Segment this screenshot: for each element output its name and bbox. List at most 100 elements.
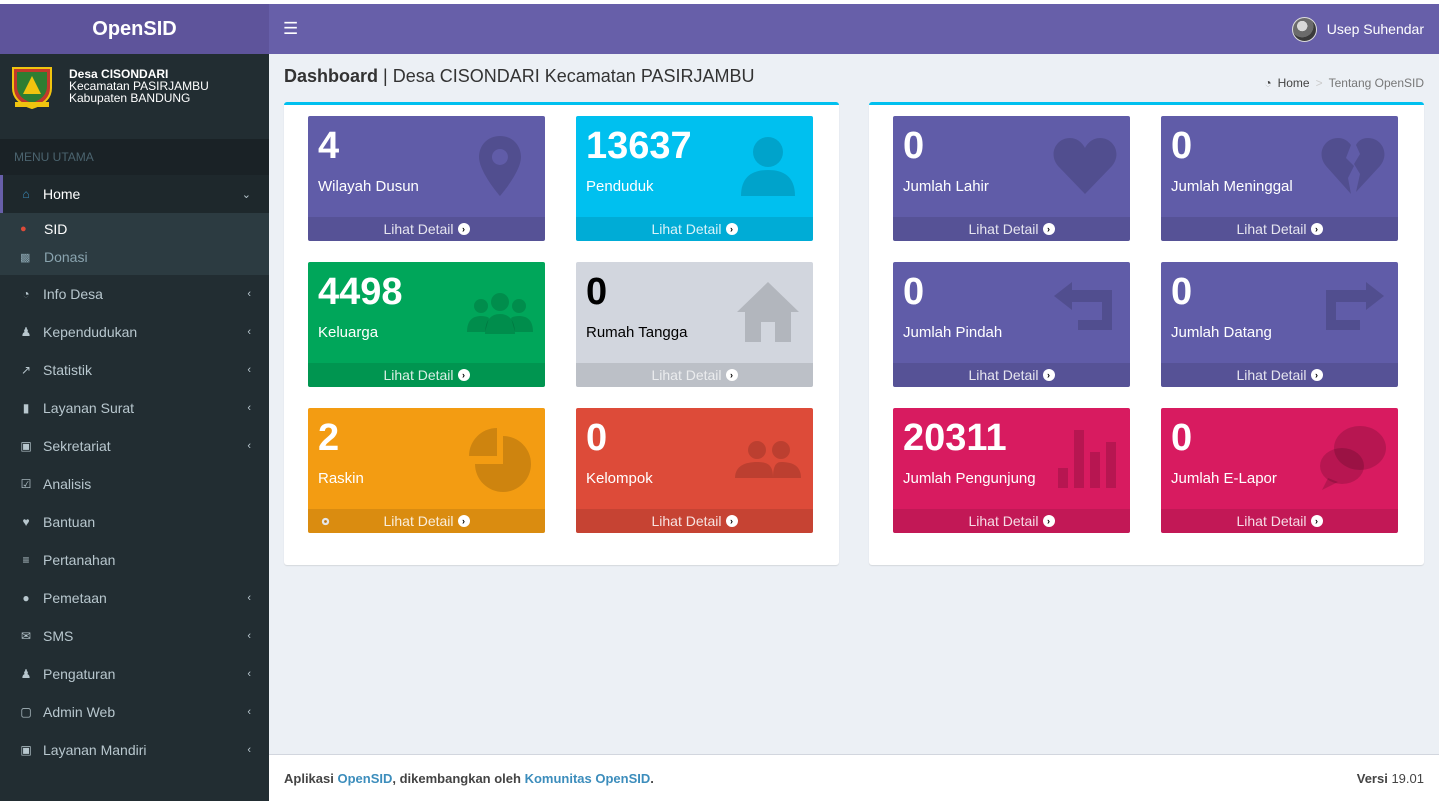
- tile-detail-link[interactable]: Lihat Detail ›: [893, 217, 1130, 241]
- sidebar-item-bantuan[interactable]: ♥ Bantuan: [0, 503, 269, 541]
- arrow-circle-right-icon: ›: [457, 369, 470, 381]
- sidebar-item-label: Pemetaan: [43, 590, 107, 606]
- sidebar-item-pertanahan[interactable]: ≡ Pertanahan: [0, 541, 269, 579]
- archive-icon: ▣: [20, 439, 32, 453]
- bar-chart-icon: [1058, 430, 1116, 488]
- sidebar-item-home[interactable]: ⌂ Home ⌄: [0, 175, 269, 213]
- sidebar-item-admin-web[interactable]: ▢ Admin Web ‹: [0, 693, 269, 731]
- group-icon: [735, 441, 801, 478]
- arrow-circle-right-icon: ›: [1310, 223, 1323, 235]
- sidebar-item-label: Layanan Surat: [43, 400, 135, 416]
- sidebar-item-label: Admin Web: [43, 704, 116, 720]
- map-signs-icon: ≡: [22, 553, 30, 567]
- tile-detail-link[interactable]: Lihat Detail ›: [308, 509, 545, 533]
- tile-footer-label: Lihat Detail: [1236, 221, 1307, 237]
- tile-footer-label: Lihat Detail: [383, 221, 454, 237]
- tile-label: Keluarga: [318, 324, 379, 341]
- tile-kelompok: 0 Kelompok Lihat Detail ›: [576, 408, 813, 533]
- sidebar-item-label: Home: [43, 186, 81, 202]
- breadcrumb-separator: >: [1315, 76, 1323, 90]
- chevron-left-icon: ‹: [247, 706, 251, 718]
- tile-detail-link[interactable]: Lihat Detail ›: [1161, 217, 1398, 241]
- hamburger-menu-icon[interactable]: ☰: [283, 19, 299, 38]
- chevron-down-icon: ⌄: [241, 188, 251, 201]
- dashboard-icon: ◔: [22, 287, 30, 301]
- tile-label: Rumah Tangga: [586, 324, 688, 341]
- sidebar-subitem-donasi[interactable]: ▩ Donasi: [0, 243, 269, 271]
- footer-credits: Aplikasi OpenSID, dikembangkan oleh Komu…: [284, 771, 654, 786]
- tile-value: 2: [318, 417, 340, 459]
- tile-jumlah-pindah: 0 Jumlah Pindah Lihat Detail ›: [893, 262, 1130, 387]
- arrow-circle-right-icon: ›: [1042, 369, 1055, 381]
- sidebar-item-sms[interactable]: ✉ SMS ‹: [0, 617, 269, 655]
- chevron-left-icon: ‹: [247, 402, 251, 414]
- sidebar-item-pengaturan[interactable]: ♟ Pengaturan ‹: [0, 655, 269, 693]
- tile-value: 0: [1171, 271, 1193, 313]
- tile-detail-link[interactable]: Lihat Detail ›: [576, 509, 813, 533]
- chevron-left-icon: ‹: [247, 364, 251, 376]
- tile-detail-link[interactable]: Lihat Detail ›: [308, 363, 545, 387]
- stats-box-left: 4 Wilayah Dusun Lihat Detail › 13637 Pend…: [284, 102, 839, 565]
- village-district: Kecamatan PASIRJAMBU: [69, 79, 209, 93]
- tile-footer-label: Lihat Detail: [383, 513, 454, 529]
- village-panel: Desa CISONDARI Kecamatan PASIRJAMBU Kabu…: [0, 54, 269, 139]
- user-icon: [741, 137, 795, 196]
- tile-footer-label: Lihat Detail: [1236, 513, 1307, 529]
- community-link[interactable]: Komunitas OpenSID: [524, 770, 651, 786]
- version-info: Versi 19.01: [1357, 771, 1424, 786]
- tile-detail-link[interactable]: Lihat Detail ›: [1161, 363, 1398, 387]
- chevron-left-icon: ‹: [247, 440, 251, 452]
- tile-value: 4498: [318, 271, 403, 313]
- sidebar-item-statistik[interactable]: ↗ Statistik ‹: [0, 351, 269, 389]
- user-menu[interactable]: Usep Suhendar: [1291, 16, 1424, 42]
- opensid-link[interactable]: OpenSID: [337, 770, 393, 786]
- tile-detail-link[interactable]: Lihat Detail ›: [576, 363, 813, 387]
- tile-detail-link[interactable]: Lihat Detail ›: [576, 217, 813, 241]
- tile-footer-label: Lihat Detail: [968, 367, 1039, 383]
- sidebar-item-layanan-mandiri[interactable]: ▣ Layanan Mandiri ‹: [0, 731, 269, 769]
- tile-value: 0: [586, 271, 608, 313]
- sidebar-item-layanan-surat[interactable]: ▮ Layanan Surat ‹: [0, 389, 269, 427]
- sidebar-item-analisis[interactable]: ☑ Analisis: [0, 465, 269, 503]
- tile-footer-label: Lihat Detail: [651, 367, 722, 383]
- sidebar-item-label: Info Desa: [43, 286, 103, 302]
- sidebar-item-sekretariat[interactable]: ▣ Sekretariat ‹: [0, 427, 269, 465]
- comments-icon: [1320, 426, 1386, 490]
- arrow-circle-right-icon: ›: [725, 369, 738, 381]
- tile-value: 13637: [586, 125, 692, 167]
- tile-keluarga: 4498 Keluarga Lihat Detail ›: [308, 262, 545, 387]
- sidebar-item-label: Layanan Mandiri: [43, 742, 147, 758]
- tile-value: 0: [903, 271, 925, 313]
- tile-detail-link[interactable]: Lihat Detail ›: [893, 363, 1130, 387]
- globe-icon: ●: [20, 223, 27, 235]
- tile-footer-label: Lihat Detail: [651, 221, 722, 237]
- sidebar-item-label: Analisis: [43, 476, 92, 492]
- users-icon: [467, 293, 533, 334]
- envelope-icon: ✉: [20, 629, 32, 643]
- sidebar-item-pemetaan[interactable]: ● Pemetaan ‹: [0, 579, 269, 617]
- sidebar-item-kependudukan[interactable]: ♟ Kependudukan ‹: [0, 313, 269, 351]
- tile-detail-link[interactable]: Lihat Detail ›: [1161, 509, 1398, 533]
- tile-label: Jumlah Lahir: [903, 178, 989, 195]
- user-avatar: [1291, 16, 1317, 42]
- sidebar-subitem-sid[interactable]: ● SID: [0, 215, 269, 243]
- tile-detail-link[interactable]: Lihat Detail ›: [893, 509, 1130, 533]
- tile-label: Wilayah Dusun: [318, 178, 419, 195]
- arrow-circle-right-icon: ›: [457, 223, 470, 235]
- app-logo[interactable]: OpenSID: [0, 4, 269, 54]
- tile-detail-link[interactable]: Lihat Detail ›: [308, 217, 545, 241]
- gear-icon[interactable]: [320, 516, 331, 527]
- page-subtitle: | Desa CISONDARI Kecamatan PASIRJAMBU: [383, 66, 755, 86]
- chevron-left-icon: ‹: [247, 288, 251, 300]
- home-submenu: ● SID ▩ Donasi: [0, 213, 269, 275]
- footer-suffix: .: [650, 770, 654, 786]
- arrow-circle-right-icon: ›: [725, 515, 738, 527]
- sidebar-item-info-desa[interactable]: ◔ Info Desa ‹: [0, 275, 269, 313]
- tile-penduduk: 13637 Penduduk Lihat Detail ›: [576, 116, 813, 241]
- tile-jumlah-meninggal: 0 Jumlah Meninggal Lihat Detail ›: [1161, 116, 1398, 241]
- home-icon: ⌂: [22, 187, 30, 201]
- tile-footer-label: Lihat Detail: [968, 221, 1039, 237]
- village-text: Desa CISONDARI Kecamatan PASIRJAMBU Kabu…: [69, 64, 209, 139]
- line-chart-icon: ↗: [20, 363, 32, 377]
- breadcrumb-home[interactable]: Home: [1277, 76, 1310, 90]
